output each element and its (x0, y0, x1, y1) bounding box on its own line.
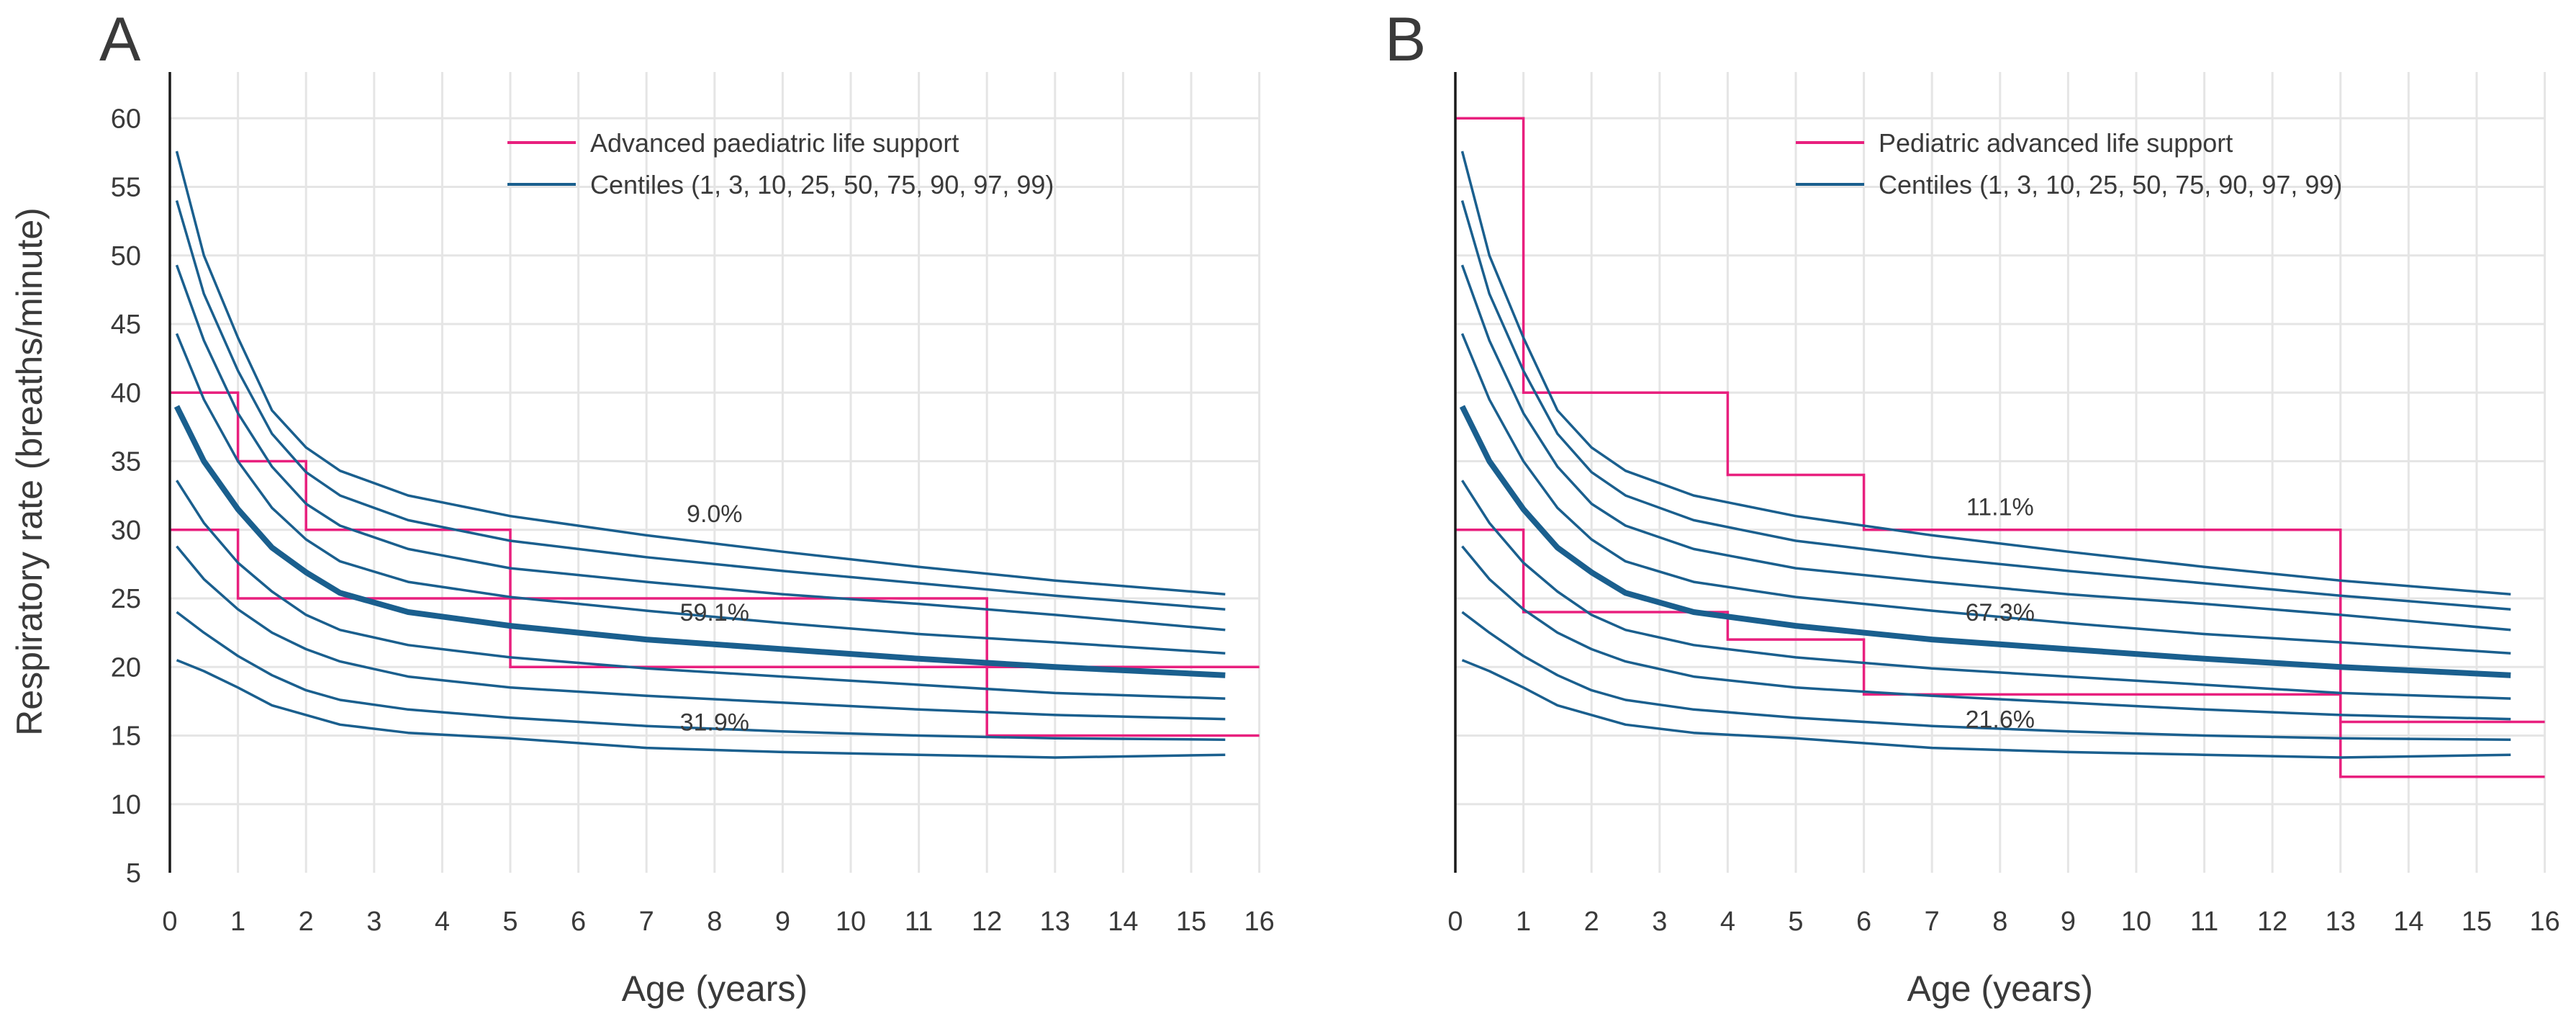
panel-a-x-tick-label: 2 (299, 907, 314, 937)
panel-a-centile-97th (175, 200, 1226, 611)
panel-a-x-tick-label: 9 (775, 907, 790, 937)
panel-b-centile-3rd (1461, 611, 2511, 741)
panel-a-y-tick-label: 25 (111, 584, 141, 614)
panel-a-y-tick-label: 5 (126, 858, 141, 889)
panel-a-x-tick-label: 8 (707, 907, 722, 937)
panel-b-x-tick-label: 14 (2393, 907, 2423, 937)
panel-b-x-tick-label: 6 (1856, 907, 1871, 937)
panel-a-x-tick-label: 0 (162, 907, 177, 937)
panel-a-x-tick-label: 13 (1040, 907, 1070, 937)
panel-b-centile-75th (1460, 333, 2511, 655)
panel-b-x-tick-label: 3 (1652, 907, 1667, 937)
panel-a-legend-label: Centiles (1, 3, 10, 25, 50, 75, 90, 97, … (590, 170, 1054, 199)
panel-b-x-tick-label: 7 (1925, 907, 1940, 937)
panel-b-legend-label: Pediatric advanced life support (1879, 128, 2233, 158)
panel-a-y-tick-label: 30 (111, 516, 141, 546)
panel-b-percentage-annotation: 11.1% (1966, 493, 2034, 521)
panel-b-x-tick-label: 10 (2121, 907, 2151, 937)
panel-b-legend-label: Centiles (1, 3, 10, 25, 50, 75, 90, 97, … (1879, 170, 2342, 199)
panel-a-y-tick-label: 45 (111, 310, 141, 340)
panel-a-percentage-annotation: 9.0% (687, 500, 743, 528)
panel-a-percentage-annotation: 59.1% (680, 599, 749, 626)
panel-b-percentage-annotation: 67.3% (1966, 599, 2035, 626)
panel-b-x-tick-label: 13 (2326, 907, 2356, 937)
panel-a-centile-90th (175, 264, 1226, 632)
panel-a-reference-upper (170, 391, 1260, 669)
panel-a-label: A (99, 5, 141, 74)
panel-b-x-tick-label: 11 (2190, 907, 2218, 937)
panel-b-x-tick-label: 9 (2061, 907, 2076, 937)
panel-a-y-tick-label: 20 (111, 652, 141, 683)
panel-a-centile-25th (176, 480, 1226, 700)
panel-a-legend-label: Advanced paediatric life support (590, 128, 959, 158)
panel-a-y-tick-label: 10 (111, 790, 141, 820)
panel-a-y-tick-label: 15 (111, 722, 141, 752)
panel-b-centile-90th (1460, 264, 2511, 632)
panel-a-y-tick-label: 50 (111, 241, 141, 271)
panel-b-x-tick-label: 4 (1720, 907, 1735, 937)
panel-a-x-tick-label: 14 (1108, 907, 1138, 937)
panel-a-y-tick-label: 60 (111, 104, 141, 134)
panel-a-x-tick-label: 3 (366, 907, 381, 937)
panel-a-percentage-annotation: 31.9% (680, 709, 749, 736)
panel-b-label: B (1385, 5, 1426, 74)
panel-a-x-axis-title: Age (years) (622, 969, 808, 1009)
panel-a-x-tick-label: 10 (836, 907, 866, 937)
panel-b-x-tick-label: 0 (1447, 907, 1463, 937)
panel-b-reference-upper (1455, 117, 2545, 724)
panel-a-centile-50th (173, 405, 1226, 678)
panel-a-x-tick-label: 16 (1244, 907, 1274, 937)
panel-b-x-tick-label: 1 (1516, 907, 1531, 937)
panel-b-x-tick-label: 2 (1584, 907, 1599, 937)
y-axis-title: Respiratory rate (breaths/minute) (9, 207, 50, 736)
panel-a-centile-1st (176, 659, 1226, 759)
panel-a-reference-lower (170, 529, 1260, 737)
panel-b-x-tick-label: 16 (2529, 907, 2559, 937)
panel-a-x-tick-label: 11 (905, 907, 933, 937)
panel-b-centile-99th (1460, 150, 2511, 596)
panel-a-centile-75th (175, 333, 1226, 655)
panel-a-centile-10th (176, 545, 1226, 721)
panel-a-x-tick-label: 7 (639, 907, 654, 937)
panel-b-reference-lower (1455, 529, 2545, 778)
panel-b-centile-50th (1459, 405, 2511, 678)
panel-a-y-tick-label: 55 (111, 173, 141, 203)
panel-b-x-tick-label: 12 (2257, 907, 2287, 937)
panel-b-percentage-annotation: 21.6% (1966, 706, 2035, 734)
panel-a-x-tick-label: 6 (571, 907, 586, 937)
panel-b-centile-25th (1461, 480, 2511, 700)
panel-a-y-tick-label: 35 (111, 447, 141, 477)
panel-a-x-tick-label: 4 (435, 907, 450, 937)
panel-b-x-axis-title: Age (years) (1907, 969, 2093, 1009)
panel-b-centile-97th (1460, 200, 2511, 611)
panel-a-x-tick-label: 12 (972, 907, 1002, 937)
panel-b-x-tick-label: 5 (1788, 907, 1803, 937)
panel-a-centile-3rd (176, 611, 1226, 741)
panel-b-x-tick-label: 15 (2462, 907, 2492, 937)
panel-a-y-tick-label: 40 (111, 378, 141, 408)
panel-b-centile-1st (1461, 659, 2511, 759)
panel-a-x-tick-label: 1 (230, 907, 245, 937)
panel-a-centile-99th (175, 150, 1226, 596)
panel-b-centile-10th (1461, 545, 2511, 721)
panel-b-x-tick-label: 8 (1992, 907, 2007, 937)
panel-a-x-tick-label: 15 (1176, 907, 1206, 937)
panel-a-x-tick-label: 5 (502, 907, 518, 937)
